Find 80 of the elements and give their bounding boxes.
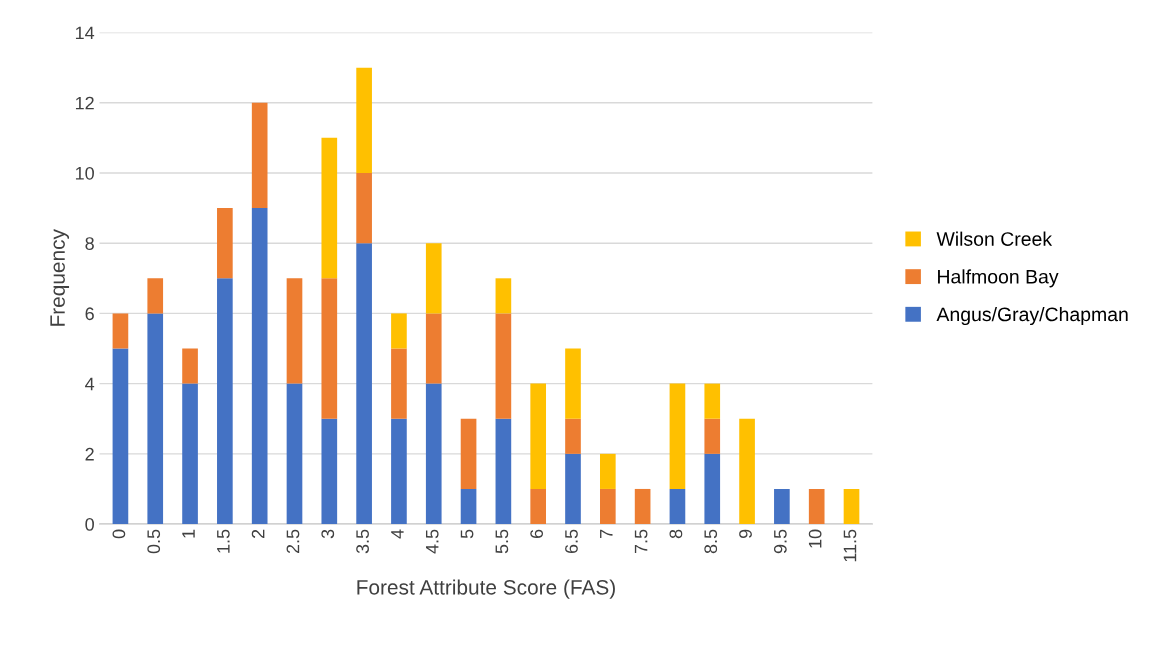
x-tick-label: 4.5 [425, 529, 439, 554]
y-tick-label: 2 [85, 447, 94, 461]
bar [147, 278, 164, 314]
bar [356, 172, 372, 244]
bar [669, 383, 686, 489]
x-tick-label: 5.5 [495, 529, 509, 554]
x-tick-label: 1.5 [217, 529, 230, 553]
y-tick-label: 6 [85, 307, 94, 321]
x-tick-label: 2.5 [286, 529, 300, 554]
legend-label: Angus/Gray/Chapman [936, 306, 1128, 326]
bar [495, 313, 512, 419]
bar [808, 488, 825, 525]
x-tick-label: 8 [669, 529, 683, 539]
bar [391, 348, 407, 419]
bar [669, 488, 686, 525]
bar [599, 488, 616, 525]
x-tick-label: 3.5 [356, 529, 369, 554]
bar [530, 383, 547, 489]
x-tick-label: 8.5 [704, 529, 718, 554]
x-tick-label: 6.5 [565, 529, 578, 554]
bar [495, 418, 512, 525]
bar [565, 453, 581, 525]
bar [182, 383, 198, 525]
bar [704, 453, 721, 525]
bar [321, 278, 338, 419]
bar [356, 67, 372, 173]
bar [460, 488, 477, 525]
y-tick-label: 8 [85, 237, 94, 250]
bar [182, 348, 198, 384]
bar [565, 418, 581, 454]
bar [425, 313, 442, 384]
bar [147, 313, 164, 525]
bar [739, 418, 755, 525]
bar [286, 383, 303, 525]
y-axis-title: Frequency [50, 229, 70, 326]
x-tick-label: 4 [391, 529, 404, 539]
bar [321, 137, 338, 279]
bar [112, 313, 129, 349]
x-tick-label: 3 [321, 529, 335, 539]
bar [530, 488, 547, 525]
x-tick-label: 11.5 [843, 529, 857, 562]
y-tick-label: 12 [75, 96, 94, 110]
bar [425, 243, 442, 314]
x-tick-label: 7.5 [634, 529, 648, 554]
x-tick-label: 0 [112, 529, 126, 539]
bar [217, 278, 233, 525]
bar [356, 243, 372, 525]
legend-label: Halfmoon Bay [938, 269, 1059, 288]
x-tick-label: 7 [600, 529, 613, 539]
bar [425, 383, 442, 525]
bar [391, 313, 407, 349]
x-tick-label: 0.5 [147, 529, 161, 554]
bar [599, 453, 616, 489]
bar [774, 488, 790, 525]
bar [391, 418, 407, 525]
x-tick-label: 6 [530, 529, 544, 539]
y-tick-label: 4 [85, 377, 95, 391]
x-tick-label: 9.5 [773, 529, 787, 554]
y-tick-label: 10 [75, 166, 94, 180]
y-tick-label: 14 [75, 26, 95, 40]
bar [460, 418, 477, 489]
x-tick-label: 9 [739, 529, 752, 539]
bar [286, 278, 303, 384]
x-tick-label: 10 [808, 529, 822, 548]
bar [704, 383, 721, 419]
bar [843, 488, 860, 525]
x-tick-label: 2 [251, 529, 265, 539]
bar [565, 348, 581, 419]
bar [704, 418, 721, 454]
x-tick-label: 1 [182, 529, 195, 538]
legend-label: Wilson Creek [936, 231, 1053, 246]
bar [321, 418, 338, 525]
x-axis-title: Forest Attribute Score (FAS) [357, 579, 615, 599]
bar [634, 488, 651, 525]
x-tick-label: 5 [460, 529, 474, 539]
bar [495, 278, 512, 314]
bar [251, 208, 268, 525]
bar [217, 208, 233, 279]
bar [251, 102, 268, 209]
bar [112, 348, 129, 525]
